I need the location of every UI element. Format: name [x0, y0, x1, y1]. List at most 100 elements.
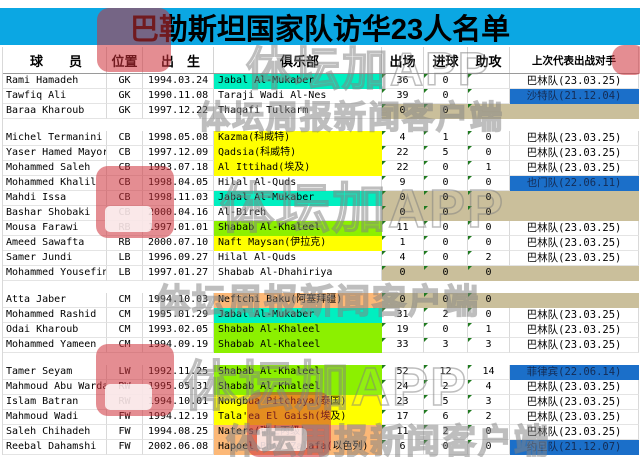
cell-flag-icon [468, 323, 472, 327]
watermark-app-logo [96, 344, 174, 416]
cell-flag-icon [424, 410, 428, 414]
player-name-cell: Baraa Kharoub [3, 104, 107, 119]
cell-flag-icon [424, 293, 428, 297]
position-cell: LB [107, 266, 143, 281]
club-cell: Shabab Al-Khaleel [214, 221, 382, 236]
last-opponent-cell: 巴林队(23.03.25) [510, 308, 639, 323]
goals-cell: 0 [424, 104, 468, 119]
player-name-cell: Mahdi Issa [3, 191, 107, 206]
player-name-cell: Samer Jundi [3, 251, 107, 266]
player-name-cell: Mohammed Rashid [3, 308, 107, 323]
goals-cell: 0 [424, 176, 468, 191]
last-opponent-cell: 巴林队(23.03.25) [510, 251, 639, 266]
birth-date-cell: 1998.05.08 [143, 131, 214, 146]
cell-flag-icon [424, 338, 428, 342]
last-opponent-cell: 巴林队(23.03.25) [510, 221, 639, 236]
player-name-cell: Reebal Dahamshi [3, 440, 107, 455]
birth-date-cell: 1997.01.01 [143, 221, 214, 236]
cell-flag-icon [424, 323, 428, 327]
goals-cell: 0 [424, 323, 468, 338]
goals-cell: 2 [424, 380, 468, 395]
goals-cell: 0 [424, 89, 468, 104]
last-opponent-cell: 巴林队(23.03.25) [510, 161, 639, 176]
cell-flag-icon [424, 74, 428, 78]
player-name-cell: Atta Jaber [3, 293, 107, 308]
last-opponent-cell: 巴林队(23.03.25) [510, 338, 639, 353]
position-cell: GK [107, 89, 143, 104]
table-row: Ameed Sawafta RB 2000.07.10 Naft Maysan(伊拉克… [3, 236, 639, 251]
table-row: Tawfiq Ali GK 1990.11.08 Taraji Wadi Al-Nes… [3, 89, 639, 104]
birth-date-cell: 1994.12.19 [143, 410, 214, 425]
caps-cell: 22 [382, 146, 424, 161]
cell-flag-icon [468, 206, 472, 210]
caps-cell: 0 [382, 191, 424, 206]
birth-date-cell: 1996.09.27 [143, 251, 214, 266]
club-cell: Qadsia(科威特) [214, 146, 382, 161]
caps-cell: 17 [382, 410, 424, 425]
caps-cell: 33 [382, 338, 424, 353]
position-cell: RB [107, 236, 143, 251]
club-cell: Thaqafi Tulkarm [214, 104, 382, 119]
position-cell: GK [107, 104, 143, 119]
cell-flag-icon [382, 440, 386, 444]
club-cell: Shabab Al-Khaleel [214, 380, 382, 395]
player-name-cell: Mohammed Yousefin [3, 266, 107, 281]
caps-cell: 19 [382, 323, 424, 338]
club-cell: Shabab Al-Khaleel [214, 323, 382, 338]
watermark-logo-glyph [257, 427, 308, 452]
caps-cell: 31 [382, 308, 424, 323]
last-opponent-cell: 巴林队(23.03.25) [510, 236, 639, 251]
cell-flag-icon [468, 221, 472, 225]
assists-cell: 0 [468, 308, 510, 323]
club-cell: Jabal Al-Mukaber [214, 308, 382, 323]
club-cell: Kazma(科威特) [214, 131, 382, 146]
last-opponent-cell: 菲律宾(22.06.14) [510, 365, 639, 380]
birth-date-cell: 1994.10.01 [143, 395, 214, 410]
caps-cell: 0 [382, 266, 424, 281]
watermark-app-logo [247, 392, 331, 457]
cell-flag-icon [468, 131, 472, 135]
assists-cell: 4 [468, 380, 510, 395]
table-row: Odai Kharoub CM 1993.02.05 Shabab Al-Khalee… [3, 323, 639, 338]
caps-cell: 0 [382, 104, 424, 119]
cell-flag-icon [382, 395, 386, 399]
cell-flag-icon [382, 425, 386, 429]
assists-cell: 0 [468, 191, 510, 206]
player-name-cell: Odai Kharoub [3, 323, 107, 338]
spacer-row [3, 119, 639, 131]
watermark-text: 体坛加APP [245, 42, 491, 96]
cell-flag-icon [468, 365, 472, 369]
goals-cell: 0 [424, 293, 468, 308]
player-name-cell: Islam Batran [3, 395, 107, 410]
cell-flag-icon [382, 161, 386, 165]
cell-flag-icon [468, 176, 472, 180]
goals-cell: 0 [424, 440, 468, 455]
cell-flag-icon [382, 266, 386, 270]
club-cell: Taraji Wadi Al-Nes [214, 89, 382, 104]
cell-flag-icon [424, 365, 428, 369]
birth-date-cell: 1998.04.05 [143, 176, 214, 191]
player-name-cell: Saleh Chihadeh [3, 425, 107, 440]
caps-cell: 23 [382, 395, 424, 410]
goals-cell: 3 [424, 338, 468, 353]
position-cell: FW [107, 410, 143, 425]
birth-date-cell: 1993.02.05 [143, 323, 214, 338]
last-opponent-cell [510, 293, 639, 308]
caps-cell: 52 [382, 365, 424, 380]
goals-cell: 0 [424, 221, 468, 236]
watermark-logo-glyph [105, 205, 153, 232]
caps-cell: 0 [382, 293, 424, 308]
cell-flag-icon [468, 338, 472, 342]
cell-flag-icon [468, 380, 472, 384]
club-cell: Hilal Al-Quds [214, 176, 382, 191]
birth-date-cell: 2000.07.10 [143, 236, 214, 251]
cell-flag-icon [424, 206, 428, 210]
cell-flag-icon [424, 89, 428, 93]
caps-cell: 0 [382, 206, 424, 221]
cell-flag-icon [424, 146, 428, 150]
club-cell: Shabab Al-Dhahiriya [214, 266, 382, 281]
assists-cell: 1 [468, 323, 510, 338]
